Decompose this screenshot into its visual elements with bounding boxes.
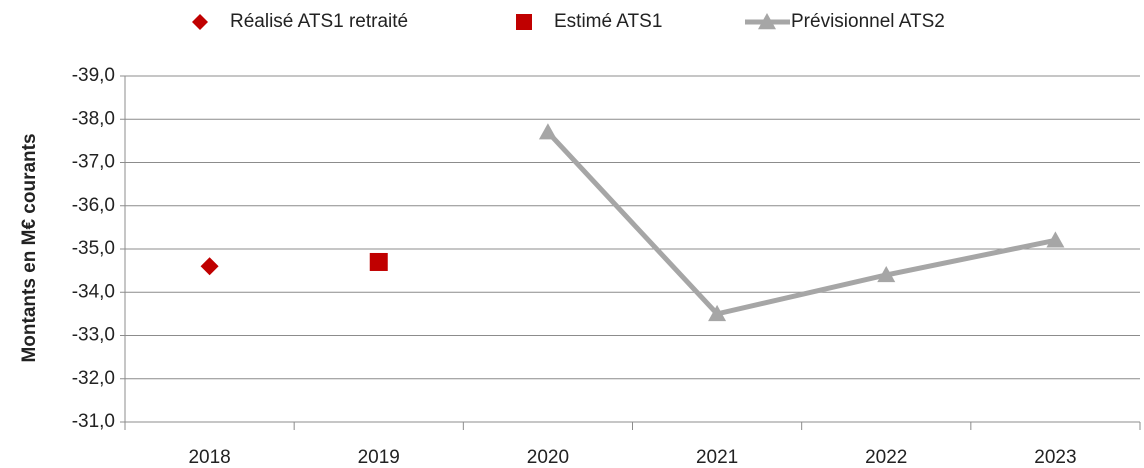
data-point <box>200 257 219 276</box>
data-point <box>1046 231 1065 248</box>
x-tick-label: 2023 <box>1034 447 1076 468</box>
data-point <box>877 265 896 283</box>
data-point <box>538 123 557 140</box>
y-tick-label: -32,0 <box>72 368 115 389</box>
x-tick-label: 2022 <box>865 447 907 468</box>
x-tick-label: 2020 <box>527 447 569 468</box>
y-tick-label: -33,0 <box>72 325 115 346</box>
x-tick-label: 2021 <box>696 447 738 468</box>
y-tick-label: -35,0 <box>72 238 115 259</box>
y-tick-label: -31,0 <box>72 411 115 432</box>
series-line <box>546 130 1056 317</box>
legend-marker <box>192 14 208 30</box>
x-tick-label: 2019 <box>358 447 400 468</box>
legend-label: Réalisé ATS1 retraité <box>230 11 408 32</box>
y-tick-label: -39,0 <box>72 65 115 86</box>
data-point <box>708 304 727 322</box>
legend-marker <box>758 13 776 30</box>
data-point <box>369 252 388 271</box>
x-tick-label: 2018 <box>188 447 230 468</box>
legend-label: Prévisionnel ATS2 <box>791 11 945 32</box>
y-tick-label: -38,0 <box>72 108 115 129</box>
y-axis-label: Montants en M€ courants <box>19 133 40 362</box>
y-tick-label: -36,0 <box>72 195 115 216</box>
y-tick-label: -37,0 <box>72 152 115 173</box>
legend-marker <box>516 14 532 30</box>
y-tick-label: -34,0 <box>72 281 115 302</box>
legend-label: Estimé ATS1 <box>554 11 662 32</box>
